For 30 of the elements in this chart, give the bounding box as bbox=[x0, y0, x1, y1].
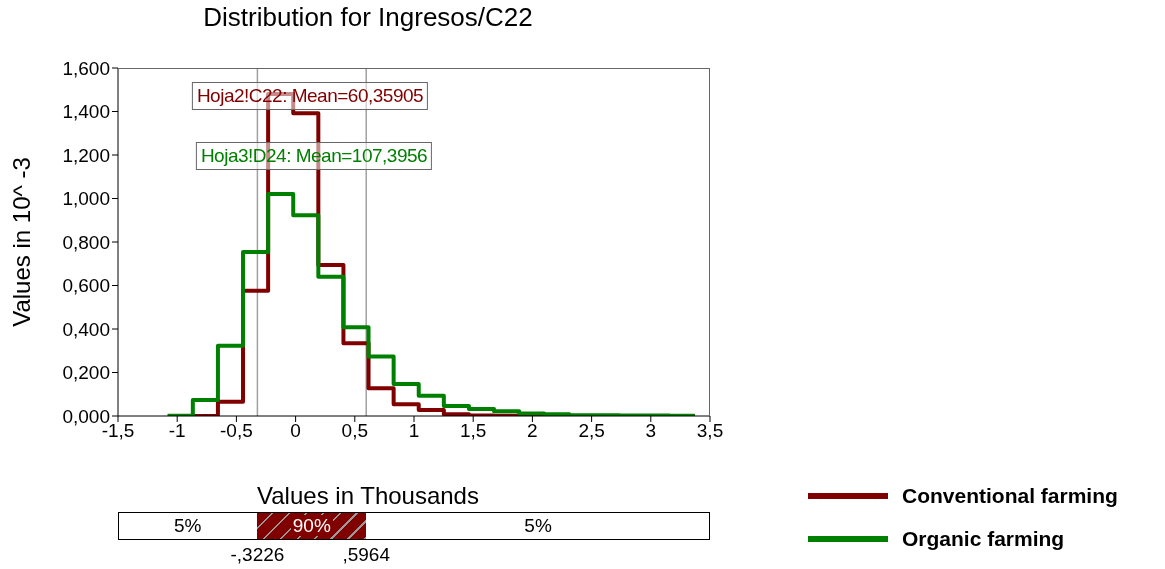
x-tick-label: -1 bbox=[168, 420, 186, 442]
y-tick-label: 1,600 bbox=[62, 57, 110, 79]
text: -,3226 bbox=[230, 544, 285, 566]
legend-label: Conventional farming bbox=[902, 483, 1118, 508]
y-tick-label: 1,400 bbox=[62, 101, 110, 123]
annotation: Hoja2!C22: Mean=60,35905 bbox=[191, 82, 429, 110]
legend-label: Organic farming bbox=[902, 526, 1065, 551]
x-tick-label: -0,5 bbox=[220, 420, 253, 442]
text: 5% bbox=[172, 515, 203, 536]
text: ,5964 bbox=[342, 544, 390, 566]
x-tick-label: 0 bbox=[290, 420, 301, 442]
chart-title: Distribution for Ingresos/C22 bbox=[202, 2, 534, 33]
y-tick-label: 0,800 bbox=[62, 231, 110, 253]
x-tick-label: 3,5 bbox=[696, 420, 724, 442]
x-tick-label: 2 bbox=[527, 420, 538, 442]
annotation: Hoja3!D24: Mean=107,3956 bbox=[195, 142, 433, 170]
y-tick-label: 1,200 bbox=[62, 144, 110, 166]
y-tick-label: 0,600 bbox=[62, 275, 110, 297]
y-tick-label: 1,000 bbox=[62, 188, 110, 210]
x-tick-label: 1 bbox=[408, 420, 420, 442]
y-axis-title: Values in 10^ -3 bbox=[7, 157, 35, 327]
text: 5% bbox=[523, 515, 553, 536]
y-tick-label: 0,200 bbox=[62, 362, 110, 384]
x-tick-label: 2,5 bbox=[578, 420, 605, 442]
x-tick-label: 3 bbox=[645, 420, 657, 442]
text: 90% bbox=[290, 515, 333, 536]
x-tick-label: 0,5 bbox=[341, 420, 369, 442]
x-axis-title: Values in Thousands bbox=[256, 482, 480, 510]
y-tick-label: 0,400 bbox=[62, 318, 110, 340]
x-tick-label: 1,5 bbox=[459, 420, 487, 442]
